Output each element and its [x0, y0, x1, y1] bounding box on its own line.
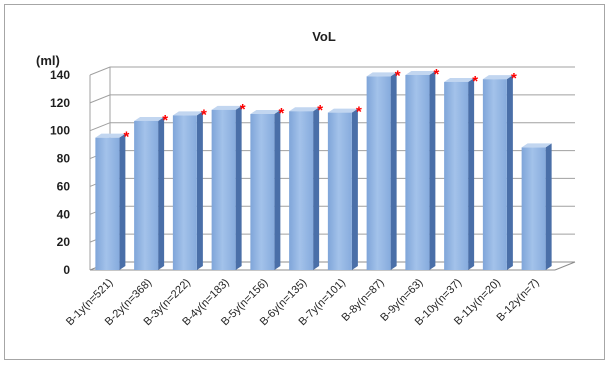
y-tick-label-80: 80 — [57, 152, 71, 166]
bar-front — [521, 147, 546, 270]
gridline-140 — [89, 66, 575, 76]
bar-9 — [405, 71, 436, 270]
bar-top — [327, 108, 358, 113]
bar-top — [211, 105, 242, 110]
bar-front — [482, 79, 507, 270]
bar-front — [289, 111, 314, 270]
bars-layer — [95, 71, 552, 271]
bar-side — [158, 116, 165, 270]
bar-front — [327, 112, 352, 270]
significance-marker-11: * — [511, 70, 517, 87]
bar-top — [134, 116, 165, 121]
significance-marker-8: * — [395, 67, 401, 84]
y-tick-label-100: 100 — [50, 124, 70, 138]
bar-front — [250, 114, 275, 270]
bar-11 — [482, 75, 513, 270]
bar-top — [250, 110, 281, 114]
bar-top — [289, 107, 320, 112]
bar-6 — [289, 107, 320, 270]
bar-front — [211, 109, 236, 270]
bar-7 — [327, 108, 358, 270]
bar-side — [506, 75, 513, 270]
bar-front — [172, 115, 197, 271]
bar-front — [134, 120, 159, 270]
significance-marker-6: * — [317, 102, 323, 119]
significance-marker-5: * — [278, 105, 284, 122]
bar-1 — [95, 133, 126, 270]
bar-5 — [250, 110, 281, 270]
bar-top — [172, 111, 203, 116]
significance-marker-3: * — [201, 106, 207, 123]
y-tick-label-20: 20 — [57, 235, 71, 249]
significance-marker-9: * — [433, 66, 439, 83]
bar-front — [366, 76, 391, 271]
y-tick-label-40: 40 — [57, 207, 71, 221]
bar-side — [235, 105, 242, 270]
bar-top — [95, 133, 126, 138]
bar-3 — [172, 111, 203, 271]
bar-top — [405, 71, 436, 75]
y-axis-unit-label: (ml) — [36, 53, 60, 68]
y-tick-label-140: 140 — [50, 68, 70, 82]
bar-side — [274, 110, 281, 270]
y-tick-label-120: 120 — [50, 96, 70, 110]
bar-top — [521, 143, 552, 148]
significance-marker-10: * — [472, 73, 478, 90]
significance-marker-2: * — [162, 112, 168, 129]
bar-side — [468, 77, 475, 270]
bar-front — [95, 137, 120, 270]
significance-marker-1: * — [123, 129, 129, 146]
bar-front — [444, 81, 469, 270]
bar-side — [313, 107, 320, 270]
bar-4 — [211, 105, 242, 270]
bar-front — [405, 75, 430, 270]
bar-top — [482, 75, 513, 80]
bar-12 — [521, 143, 552, 270]
bar-side — [119, 133, 126, 270]
y-tick-label-60: 60 — [57, 179, 71, 193]
bar-8 — [366, 72, 397, 271]
bar-side — [196, 111, 203, 271]
bar-side — [429, 71, 436, 270]
floor-right-edge — [554, 261, 576, 271]
bar-top — [366, 72, 397, 77]
bar-2 — [134, 116, 165, 270]
bar-side — [351, 108, 358, 270]
bar-10 — [444, 77, 475, 270]
significance-marker-7: * — [356, 104, 362, 121]
bar-side — [545, 143, 552, 270]
x-tick-label-12: B-12y(n=7) — [495, 277, 542, 324]
bar-top — [444, 77, 475, 82]
chart-title: VoL — [312, 29, 336, 44]
bar-side — [390, 72, 397, 271]
y-tick-label-0: 0 — [63, 263, 70, 277]
significance-marker-4: * — [240, 101, 246, 118]
